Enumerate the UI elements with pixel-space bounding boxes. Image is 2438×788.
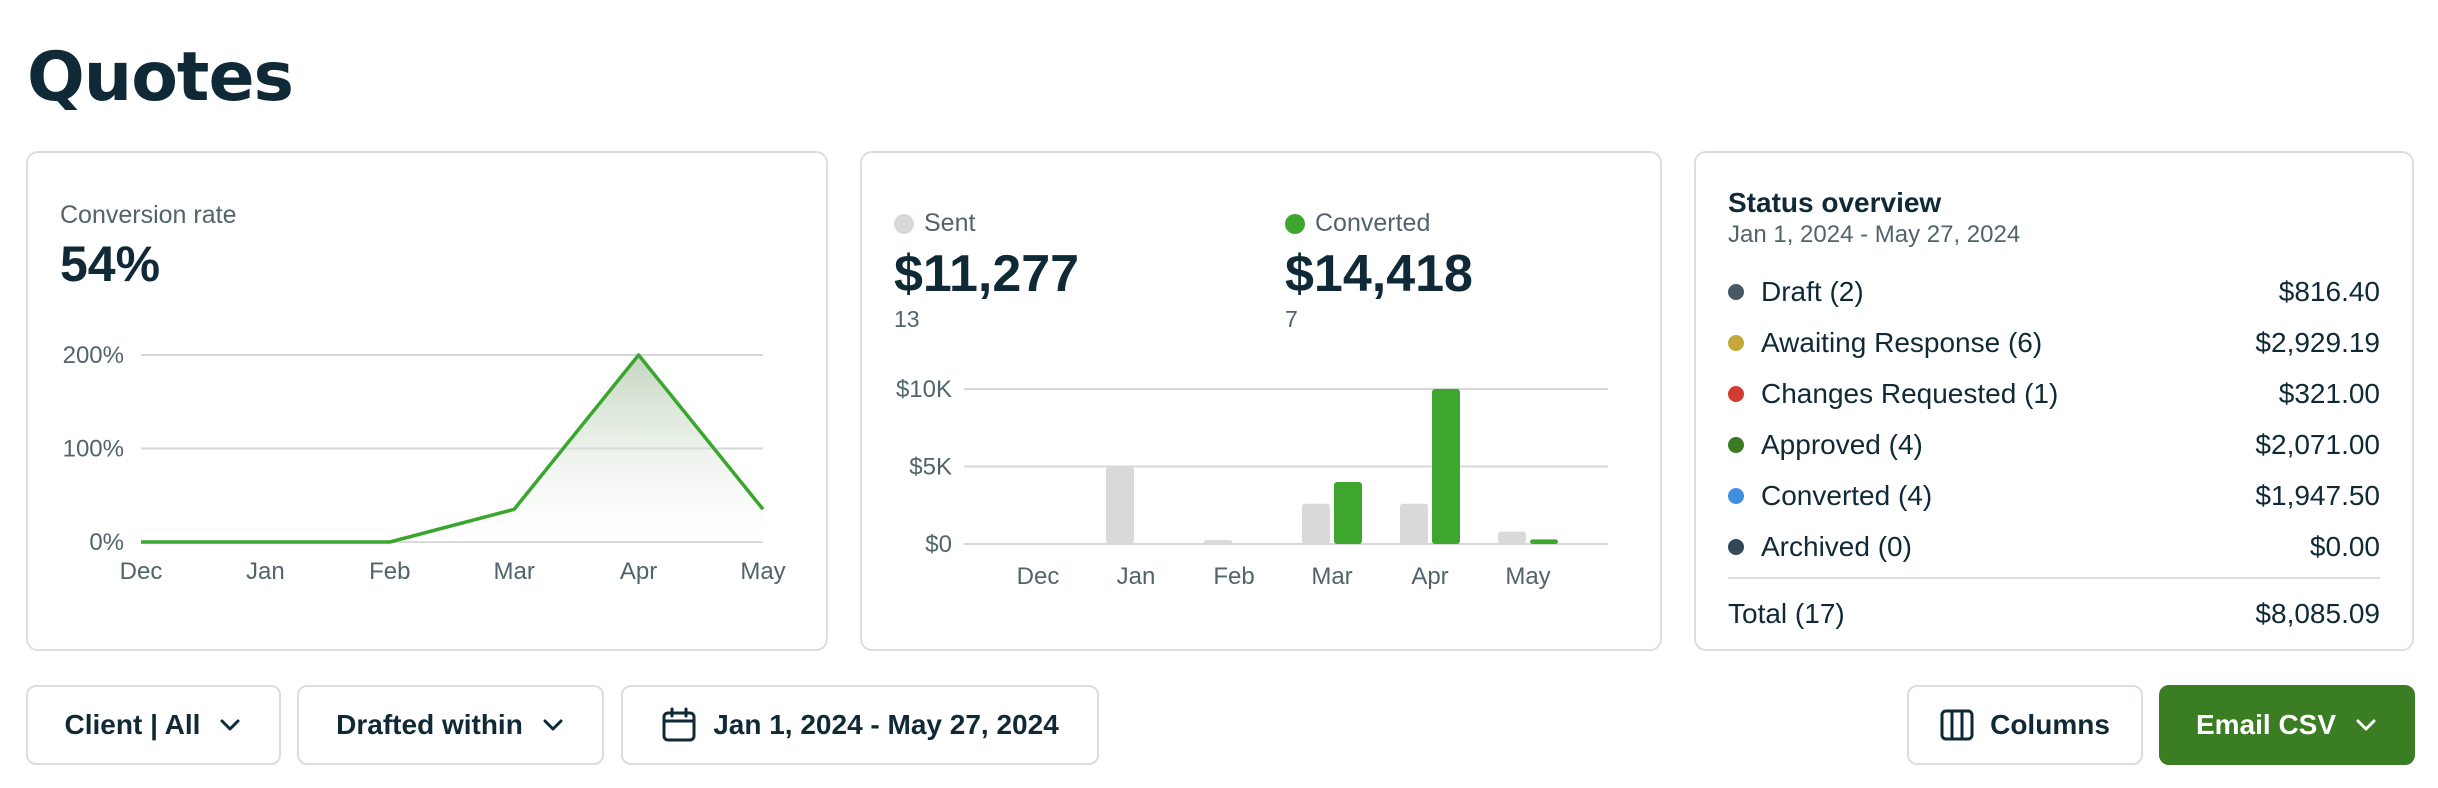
status-total-value: $8,085.09	[2255, 598, 2380, 629]
status-dot	[1728, 283, 1744, 300]
client-filter-label: Client | All	[64, 709, 201, 740]
sent-summary: Sent $11,277 13	[894, 209, 1079, 333]
converted-legend-dot	[1285, 213, 1305, 234]
drafted-within-button[interactable]: Drafted within	[297, 685, 604, 765]
sent-bar	[1498, 531, 1526, 544]
y-tick-label: 100%	[63, 436, 124, 463]
x-tick-label: Dec	[120, 558, 163, 585]
status-dot	[1728, 487, 1744, 504]
status-value: $2,071.00	[2255, 428, 2380, 460]
x-tick-label: Jan	[1117, 563, 1156, 590]
x-tick-label: Apr	[1411, 563, 1448, 590]
drafted-within-label: Drafted within	[336, 709, 523, 740]
columns-label: Columns	[1990, 709, 2110, 740]
sent-bar	[1106, 466, 1134, 544]
status-row: Awaiting Response (6) $2,929.19	[1728, 317, 2380, 368]
status-total-label: Total (17)	[1728, 598, 1845, 629]
status-row: Approved (4) $2,071.00	[1728, 419, 2380, 470]
status-label: Draft (2)	[1761, 275, 1864, 307]
y-tick-label: $0	[925, 531, 952, 558]
chevron-down-icon	[2356, 719, 2376, 731]
sent-bar	[1400, 503, 1428, 544]
converted-count: 7	[1285, 306, 1298, 332]
status-list: Draft (2) $816.40 Awaiting Response (6) $2,…	[1728, 266, 2380, 572]
conversion-rate-chart: 0% 100% 200% Dec Jan Feb Mar Apr May	[63, 342, 786, 585]
chevron-down-icon	[543, 719, 563, 731]
y-tick-label: 200%	[63, 342, 124, 369]
x-tick-label: May	[740, 558, 785, 585]
sent-converted-card: Sent $11,277 13 Converted $14,418 7 $0 $5…	[860, 151, 1662, 651]
status-label: Approved (4)	[1761, 428, 1923, 460]
calendar-icon	[662, 707, 696, 742]
y-tick-label: 0%	[89, 529, 124, 556]
conversion-area	[141, 355, 763, 542]
y-tick-label: $5K	[909, 454, 952, 481]
status-value: $1,947.50	[2255, 479, 2380, 511]
x-tick-label: Mar	[494, 558, 535, 585]
sent-amount: $11,277	[894, 245, 1080, 303]
status-value: $0.00	[2309, 530, 2380, 562]
x-tick-label: Feb	[369, 558, 410, 585]
status-value: $321.00	[2278, 377, 2380, 409]
status-row: Archived (0) $0.00	[1728, 521, 2380, 572]
date-range-label: Jan 1, 2024 - May 27, 2024	[713, 709, 1059, 740]
status-dot	[1728, 334, 1744, 351]
converted-bar	[1334, 482, 1362, 544]
sent-converted-chart: $0 $5K $10K Dec Jan Feb Mar Apr May	[896, 376, 1608, 590]
converted-amount: $14,418	[1285, 245, 1473, 303]
email-csv-button[interactable]: Email CSV	[2159, 685, 2415, 765]
status-label: Converted (4)	[1761, 479, 1933, 511]
columns-button[interactable]: Columns	[1907, 685, 2143, 765]
x-tick-label: Jan	[246, 558, 285, 585]
conversion-line	[141, 353, 765, 544]
sent-legend-dot	[894, 213, 914, 234]
status-label: Changes Requested (1)	[1761, 377, 2059, 409]
status-dot	[1728, 385, 1744, 402]
status-overview-title: Status overview	[1728, 187, 1942, 218]
sent-bar	[1302, 503, 1330, 544]
y-tick-label: $10K	[896, 376, 952, 403]
columns-icon	[1940, 709, 1974, 741]
sent-legend-label: Sent	[924, 209, 976, 237]
converted-summary: Converted $14,418 7	[1285, 209, 1473, 333]
status-dot	[1728, 538, 1744, 555]
status-label: Archived (0)	[1761, 530, 1912, 562]
status-value: $2,929.19	[2255, 326, 2380, 358]
converted-bar	[1432, 389, 1460, 544]
converted-bar	[1530, 539, 1558, 544]
status-total-row: Total (17) $8,085.09	[1728, 589, 2380, 639]
conversion-rate-value: 54%	[60, 236, 161, 292]
status-overview-card: Status overview Jan 1, 2024 - May 27, 20…	[1694, 151, 2414, 651]
status-row: Changes Requested (1) $321.00	[1728, 368, 2380, 419]
page-title: Quotes	[27, 38, 294, 117]
status-overview-range: Jan 1, 2024 - May 27, 2024	[1728, 221, 2021, 248]
x-tick-label: Apr	[620, 558, 657, 585]
x-tick-label: Feb	[1213, 563, 1254, 590]
sent-bar	[1204, 540, 1232, 544]
sent-count: 13	[894, 306, 920, 332]
status-row: Draft (2) $816.40	[1728, 266, 2380, 317]
status-divider	[1728, 577, 2380, 579]
status-row: Converted (4) $1,947.50	[1728, 470, 2380, 521]
status-value: $816.40	[2278, 275, 2380, 307]
client-filter-button[interactable]: Client | All	[26, 685, 281, 765]
x-tick-label: Mar	[1311, 563, 1352, 590]
chevron-down-icon	[220, 719, 240, 731]
status-label: Awaiting Response (6)	[1761, 326, 2043, 358]
status-dot	[1728, 436, 1744, 453]
conversion-rate-label: Conversion rate	[60, 201, 237, 229]
conversion-rate-card: Conversion rate 54% 0% 100% 200% Dec Jan Feb M…	[26, 151, 828, 651]
email-csv-label: Email CSV	[2195, 709, 2337, 740]
x-tick-label: Dec	[1017, 563, 1060, 590]
x-tick-label: May	[1505, 563, 1550, 590]
date-range-button[interactable]: Jan 1, 2024 - May 27, 2024	[621, 685, 1099, 765]
converted-legend-label: Converted	[1315, 209, 1431, 237]
